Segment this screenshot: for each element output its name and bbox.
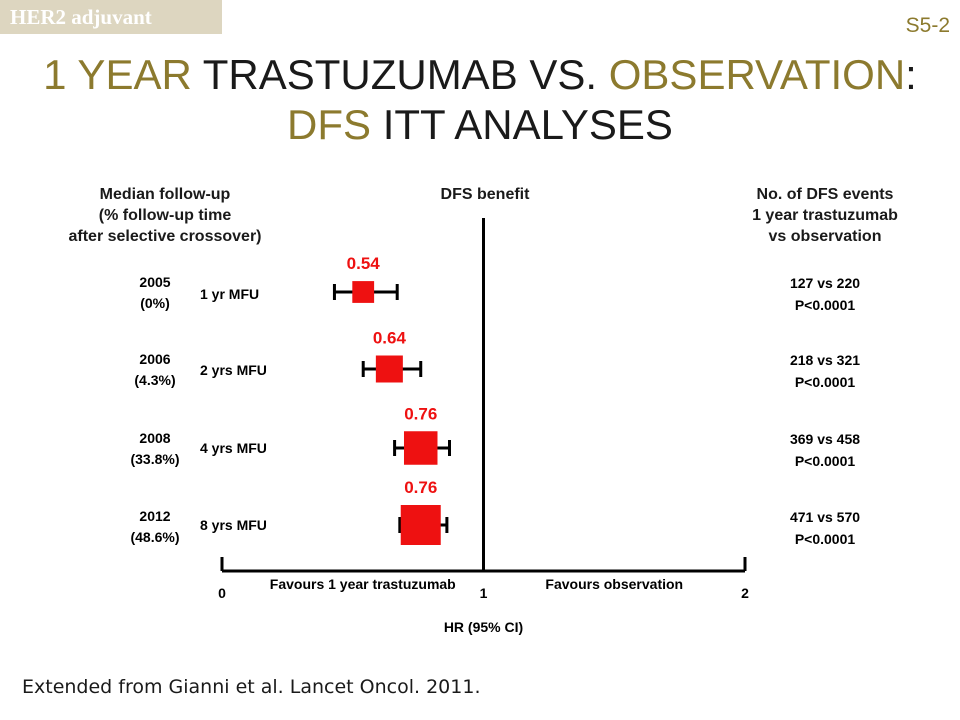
row-events: 471 vs 570 P<0.0001 <box>740 506 910 550</box>
hr-data-label: 0.76 <box>404 478 437 497</box>
median-follow-up: 1 yr MFU <box>200 286 260 302</box>
row-year: 2008 (33.8%) <box>105 428 205 470</box>
title-line-1: 1 YEAR TRASTUZUMAB VS. OBSERVATION: <box>0 50 960 100</box>
events-column-header: No. of DFS events 1 year trastuzumab vs … <box>700 184 950 247</box>
median-follow-up: 8 yrs MFU <box>200 517 267 533</box>
x-tick-label: 1 <box>480 585 488 601</box>
crossover-pct: (48.6%) <box>130 529 180 545</box>
x-axis-label: HR (95% CI) <box>444 619 523 635</box>
title-part: : <box>905 51 917 98</box>
favours-right-label: Favours observation <box>545 576 683 592</box>
x-ticks: 0 1 2 <box>218 557 749 601</box>
slide-code: S5-2 <box>905 14 950 37</box>
hr-point <box>352 281 375 303</box>
row-year: 2006 (4.3%) <box>105 349 205 391</box>
event-counts: 218 vs 321 <box>789 352 861 368</box>
header-line: after selective crossover) <box>68 228 262 245</box>
hr-point <box>400 505 441 545</box>
title-part: OBSERVATION <box>608 51 906 98</box>
event-counts: 127 vs 220 <box>789 275 861 291</box>
event-counts: 471 vs 570 <box>789 509 861 525</box>
hr-data-label: 0.64 <box>373 329 407 348</box>
plot-marks: 0.54 0.64 0.76 0.76 <box>332 254 452 545</box>
x-tick-label: 2 <box>741 585 749 601</box>
p-value: P<0.0001 <box>794 374 856 390</box>
header-line: vs observation <box>768 228 882 245</box>
source-footnote: Extended from Gianni et al. Lancet Oncol… <box>22 676 481 698</box>
analysis-year: 2012 <box>139 508 171 524</box>
analysis-year: 2008 <box>139 430 171 446</box>
row-events: 218 vs 321 P<0.0001 <box>740 349 910 393</box>
x-tick-label: 0 <box>218 585 226 601</box>
hr-data-label: 0.54 <box>347 254 381 273</box>
median-follow-up: 2 yrs MFU <box>200 362 267 378</box>
hr-data-label: 0.76 <box>404 404 437 423</box>
crossover-pct: (4.3%) <box>134 372 176 388</box>
title-part: ITT ANALYSES <box>371 101 673 148</box>
followup-column-header: Median follow-up (% follow-up time after… <box>20 184 310 247</box>
section-tag: HER2 adjuvant <box>0 0 222 34</box>
title-part: DFS <box>287 101 372 148</box>
crossover-pct: (0%) <box>140 295 170 311</box>
favours-left-label: Favours 1 year trastuzumab <box>270 576 456 592</box>
hr-point <box>403 431 438 465</box>
header-line: (% follow-up time <box>98 207 232 224</box>
header-line: No. of DFS events <box>756 186 894 203</box>
analysis-year: 2006 <box>139 351 171 367</box>
row-events: 127 vs 220 P<0.0001 <box>740 272 910 316</box>
header-line: 1 year trastuzumab <box>752 207 898 224</box>
page-title: 1 YEAR TRASTUZUMAB VS. OBSERVATION: DFS … <box>0 50 960 150</box>
p-value: P<0.0001 <box>794 453 856 469</box>
header-line: Median follow-up <box>99 186 231 203</box>
median-follow-up: 4 yrs MFU <box>200 440 267 456</box>
event-counts: 369 vs 458 <box>789 431 861 447</box>
title-part: 1 YEAR <box>43 51 192 98</box>
title-part: TRASTUZUMAB VS. <box>191 51 609 98</box>
crossover-pct: (33.8%) <box>130 451 180 467</box>
row-events: 369 vs 458 P<0.0001 <box>740 428 910 472</box>
p-value: P<0.0001 <box>794 531 856 547</box>
dfs-benefit-header: DFS benefit <box>440 186 530 203</box>
analysis-year: 2005 <box>139 274 171 290</box>
title-line-2: DFS ITT ANALYSES <box>0 100 960 150</box>
row-year: 2005 (0%) <box>105 272 205 314</box>
row-year: 2012 (48.6%) <box>105 506 205 548</box>
p-value: P<0.0001 <box>794 297 856 313</box>
hr-point <box>375 355 403 383</box>
